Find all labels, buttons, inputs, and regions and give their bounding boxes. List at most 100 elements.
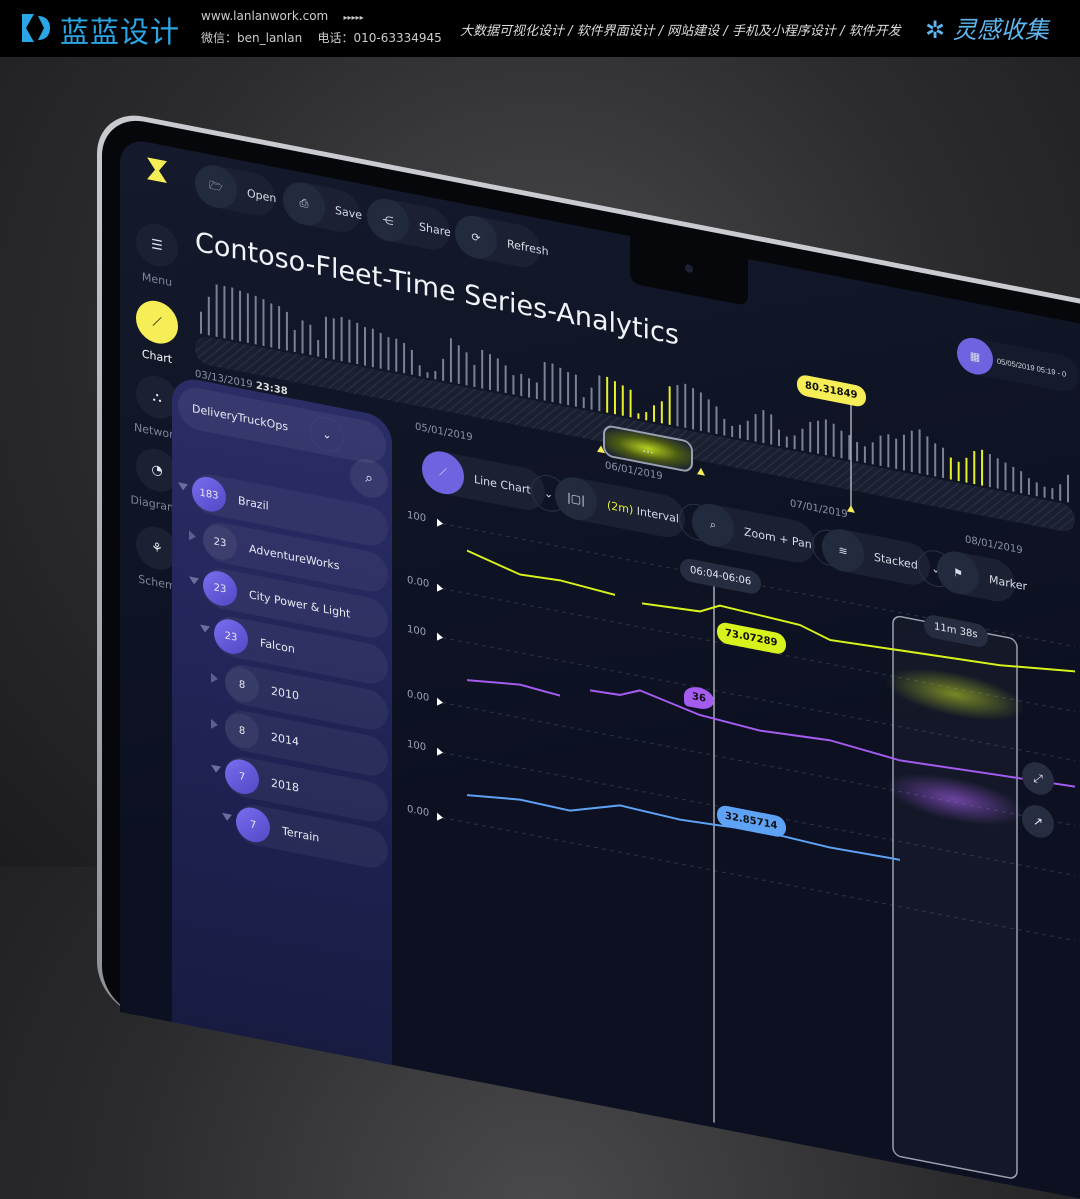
timeline-bar — [434, 370, 437, 380]
y-handle[interactable] — [437, 812, 443, 822]
timeline-bar — [871, 442, 874, 465]
timeline-bar — [965, 457, 968, 483]
timeline-bar — [660, 401, 663, 424]
timeline-bar — [301, 320, 304, 354]
selection-glow — [885, 773, 1025, 826]
inspiration-logo: ✲ 灵感收集 — [925, 16, 1049, 44]
timeline-bar — [465, 352, 468, 386]
timeline-bar — [598, 375, 601, 412]
timeline-bar — [340, 316, 343, 362]
timeline-bar — [278, 305, 281, 350]
timeline-bar — [746, 420, 749, 441]
timeline-bar — [1059, 484, 1062, 501]
app-logo — [147, 157, 167, 184]
series-1-line — [466, 549, 1076, 673]
timeline-bar — [348, 319, 351, 363]
y-handle[interactable] — [437, 518, 443, 528]
brand-logo — [22, 14, 50, 42]
timeline-bar — [317, 339, 320, 357]
timeline-bar — [707, 399, 710, 433]
timeline-bar — [934, 443, 937, 477]
timeline-bar — [387, 336, 390, 371]
timeline-bar — [590, 387, 593, 410]
timeline-bar — [1020, 470, 1023, 494]
timeline-bar — [239, 290, 242, 342]
timeline-bar — [809, 421, 812, 453]
timeline-bar — [559, 367, 562, 404]
timeline-bar — [801, 428, 804, 451]
timeline-bar — [481, 349, 484, 389]
gridline — [442, 817, 1075, 942]
gridline — [442, 588, 1075, 713]
timeline-bar — [442, 358, 445, 382]
y-handle[interactable] — [437, 697, 443, 707]
arrow-up-right-icon: ↗ — [1032, 813, 1044, 830]
timeline-bar — [215, 284, 218, 337]
timeline-bar — [754, 413, 757, 442]
app-screen: ☰ Menu ⟋ Chart ⛬ Network ◔ Diagrams ⚘ Schem … — [120, 137, 1080, 1199]
gridline — [442, 702, 1075, 827]
timeline-bar — [996, 458, 999, 489]
timeline-bar — [668, 386, 671, 426]
timeline-bar — [637, 413, 640, 419]
y-handle[interactable] — [437, 747, 443, 757]
selection-box[interactable] — [892, 615, 1018, 1179]
timeline-bar — [1012, 466, 1015, 492]
timeline-bar — [902, 434, 905, 471]
timeline-bar — [645, 411, 648, 421]
timeline-bar — [684, 383, 687, 429]
timeline-bar — [676, 384, 679, 427]
gridline — [442, 523, 1075, 648]
timeline-bar — [528, 378, 531, 398]
timeline-pin — [847, 505, 855, 513]
y-handle[interactable] — [437, 583, 443, 593]
timeline-bar — [293, 329, 296, 353]
timeline-bar — [379, 332, 382, 369]
series-3-line — [466, 794, 901, 861]
timeline-bar — [285, 311, 288, 351]
timeline-bar — [574, 374, 577, 407]
line-chart[interactable] — [120, 137, 1080, 1199]
timeline-pin — [697, 467, 705, 476]
timeline-pin — [597, 445, 605, 454]
timeline-bar — [973, 450, 976, 485]
gridline — [442, 752, 1075, 877]
series-2-line — [466, 679, 1076, 788]
timeline-bar — [949, 457, 952, 480]
timeline-bar — [778, 429, 780, 447]
y-handle[interactable] — [437, 632, 443, 642]
timeline-bar — [887, 434, 890, 468]
timeline-bar — [1035, 482, 1038, 497]
timeline-bar — [1004, 462, 1007, 491]
timeline-bar — [621, 385, 624, 416]
timeline-bar — [418, 365, 421, 377]
timeline-bar — [613, 381, 616, 415]
timeline-bar — [457, 345, 460, 385]
timeline-bar — [535, 382, 538, 400]
timeline-bar — [426, 372, 429, 378]
timeline-bar — [395, 338, 398, 372]
timeline-bar — [692, 387, 695, 430]
timeline-bar — [840, 430, 843, 459]
timeline-bar — [567, 371, 570, 406]
timeline-bar — [629, 389, 632, 418]
timeline-bar — [879, 435, 882, 467]
timeline-bar — [856, 441, 859, 462]
timeline-bar — [223, 285, 226, 339]
timeline-bar — [723, 418, 726, 436]
timeline-bar — [332, 318, 335, 360]
timeline-bar — [863, 446, 866, 463]
timeline-bar — [1051, 488, 1054, 500]
timeline-bar — [793, 435, 796, 450]
services: 大数据可视化设计 / 软件界面设计 / 网站建设 / 手机及小程序设计 / 软件… — [460, 24, 901, 39]
timeline-bar — [895, 438, 898, 470]
timeline-bar — [699, 392, 702, 432]
timeline-bar — [1067, 474, 1069, 503]
timeline-bar — [1043, 486, 1046, 498]
timeline-bar — [988, 453, 991, 488]
timeline-bar — [449, 338, 452, 383]
banner: 蓝蓝设计 www.lanlanwork.com ▸▸▸▸▸ 微信：ben_lan… — [0, 0, 1080, 57]
timeline-bar — [512, 375, 515, 395]
timeline-bar — [738, 424, 741, 439]
timeline-bar — [817, 420, 820, 454]
